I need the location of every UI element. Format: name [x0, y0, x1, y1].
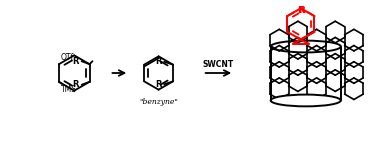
Text: R: R: [155, 57, 161, 66]
Text: OTf: OTf: [61, 53, 74, 62]
Text: SWCNT: SWCNT: [203, 60, 234, 69]
Text: R: R: [298, 6, 305, 15]
Text: R: R: [73, 57, 79, 66]
Ellipse shape: [271, 95, 341, 106]
Text: "benzyne": "benzyne": [139, 98, 178, 106]
Text: R: R: [73, 80, 79, 89]
Text: R: R: [155, 80, 161, 89]
Text: R: R: [297, 6, 304, 15]
Text: TMS: TMS: [61, 85, 77, 94]
